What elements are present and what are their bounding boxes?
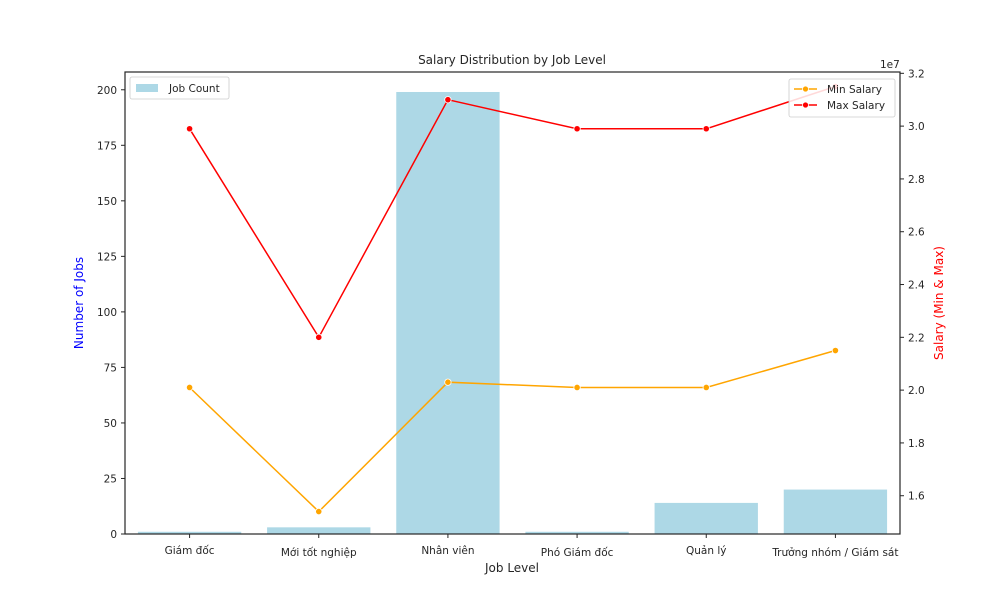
bar	[396, 91, 500, 534]
data-point	[444, 378, 452, 386]
tick-label: 0	[110, 529, 117, 541]
tick-label: Giám đốc	[165, 545, 215, 557]
bar	[525, 531, 629, 534]
bar	[654, 502, 758, 534]
bar	[267, 527, 371, 534]
data-point	[315, 333, 323, 341]
x-axis-label: Job Level	[484, 561, 539, 575]
tick-label: Nhân viên	[421, 545, 474, 557]
data-point	[185, 125, 194, 133]
tick-label: 2.0	[908, 385, 925, 397]
tick-label: 75	[104, 362, 117, 374]
tick-label: 2.8	[908, 174, 925, 186]
bar	[783, 489, 888, 534]
tick-label: 50	[104, 418, 117, 430]
legend-label: Job Count	[168, 83, 220, 95]
data-point	[185, 383, 194, 392]
tick-label: 3.0	[908, 121, 925, 133]
tick-label: 25	[104, 473, 117, 485]
tick-label: 175	[97, 140, 117, 152]
tick-label: 1.6	[908, 491, 925, 503]
tick-label: 3.2	[908, 68, 925, 80]
legend-swatch	[136, 84, 158, 92]
tick-label: Trưởng nhóm / Giám sát	[771, 547, 898, 559]
tick-label: 1.8	[908, 438, 925, 450]
tick-label: 100	[97, 307, 117, 319]
data-point	[831, 346, 840, 355]
data-point	[702, 383, 710, 392]
data-point	[573, 125, 581, 133]
bar-layer	[137, 91, 888, 534]
bar-legend: Job Count	[129, 76, 230, 100]
tick-label: 2.2	[908, 332, 925, 344]
legend-label: Min Salary	[827, 84, 882, 96]
right-axis-offset-label: 1e7	[880, 59, 900, 71]
legend-layer: Job Count Min Salary Max Salary	[129, 76, 896, 118]
tick-label: 150	[97, 196, 117, 208]
tick-label: Phó Giám đốc	[541, 547, 614, 559]
tick-label: 2.6	[908, 227, 925, 239]
legend-marker	[802, 101, 809, 109]
chart-title: Salary Distribution by Job Level	[418, 53, 606, 67]
line-layer	[185, 82, 840, 516]
legend-marker	[802, 85, 809, 93]
bar	[137, 531, 242, 534]
axes-layer: 0 25 50 75 100 125 150 175 200 1.6 1.8 2.0 2.2 2.4 2.6…	[97, 68, 925, 559]
data-point	[702, 125, 710, 133]
tick-label: Mới tốt nghiệp	[281, 547, 357, 559]
tick-label: Quản lý	[686, 545, 726, 557]
line-legend: Min Salary Max Salary	[788, 78, 896, 118]
legend-box	[129, 76, 230, 100]
data-point	[444, 96, 452, 104]
legend-label: Max Salary	[827, 100, 885, 112]
left-y-axis-label: Number of Jobs	[72, 257, 86, 349]
tick-label: 2.4	[908, 280, 925, 292]
tick-label: 125	[97, 251, 117, 263]
data-point	[315, 507, 323, 516]
series-line	[188, 85, 836, 339]
series-line	[189, 349, 836, 513]
tick-label: 200	[97, 85, 117, 97]
data-point	[573, 383, 581, 392]
right-y-axis-label: Salary (Min & Max)	[932, 246, 946, 360]
plot-frame	[124, 71, 901, 535]
